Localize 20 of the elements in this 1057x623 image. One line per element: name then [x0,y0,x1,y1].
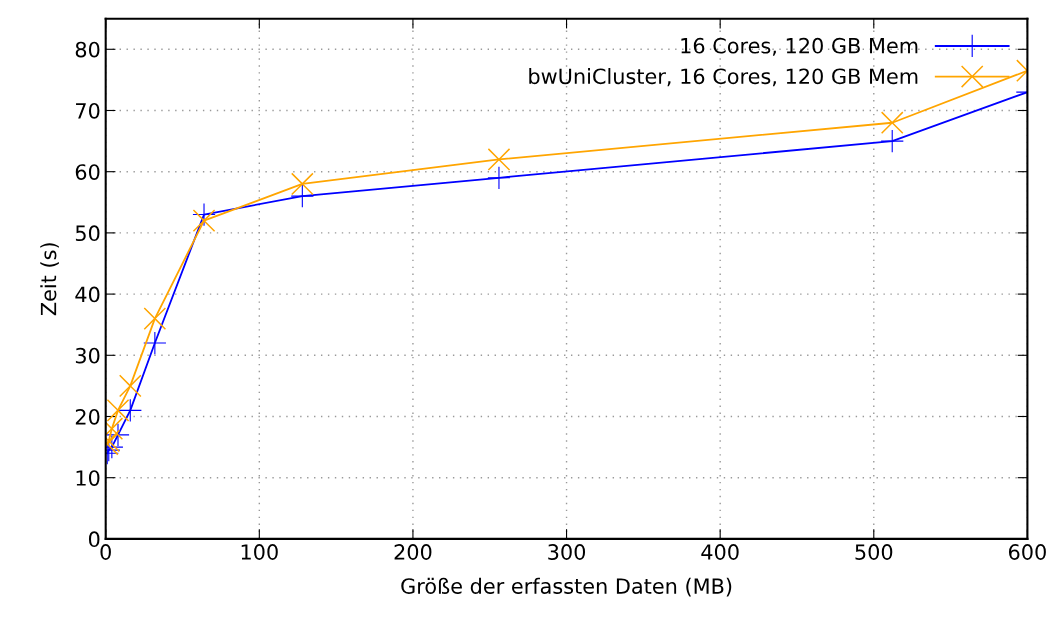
x-tick-label: 300 [548,544,586,560]
x-tick-label: 400 [701,544,739,560]
y-axis-title: Zeit (s) [40,243,59,316]
y-tick-label: 30 [75,347,100,364]
x-tick-label: 600 [1008,544,1046,560]
x-axis-title: Größe der erfassten Daten (MB) [401,577,732,597]
y-tick-label: 70 [76,102,100,119]
x-tick-label: 100 [241,544,278,560]
y-tick-label: 20 [75,408,100,425]
y-tick-label: 0 [88,531,100,548]
y-tick-label: 40 [75,286,100,303]
x-tick-label: 200 [394,544,432,560]
y-tick-label: 80 [75,41,100,58]
y-tick-label: 50 [75,225,100,242]
legend-label: 16 Cores, 120 GB Mem [681,37,918,56]
y-tick-label: 10 [76,470,100,486]
legend-label: bwUniCluster, 16 Cores, 120 GB Mem [529,68,918,87]
x-tick-label: 500 [855,544,893,560]
x-tick-label: 0 [100,544,111,560]
y-tick-label: 60 [75,164,100,180]
